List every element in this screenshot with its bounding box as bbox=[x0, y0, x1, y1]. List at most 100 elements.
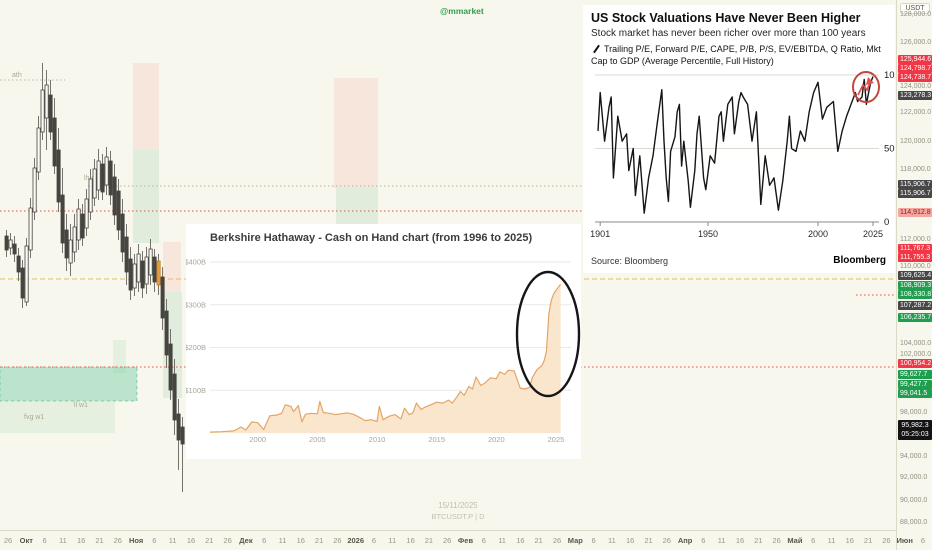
candle bbox=[108, 151, 113, 205]
candle bbox=[100, 154, 105, 200]
candle bbox=[68, 224, 73, 276]
x-axis-tick: 2015 bbox=[428, 435, 445, 444]
x-axis-tick: 2020 bbox=[488, 435, 505, 444]
time-scale-label: 6 bbox=[811, 536, 816, 545]
bloomberg-logo: Bloomberg bbox=[833, 255, 886, 266]
price-level-badge: 111,767.3 bbox=[898, 244, 932, 253]
chart-annotation-label: ll w1 bbox=[74, 402, 88, 409]
candle bbox=[76, 199, 81, 250]
currency-toggle-button[interactable]: USDT bbox=[900, 3, 930, 14]
time-scale-label: 11 bbox=[58, 536, 67, 545]
price-scale-label: 110,000.0 bbox=[900, 263, 931, 270]
candle bbox=[176, 399, 181, 470]
price-level-badge: 124,738.7 bbox=[898, 73, 932, 82]
time-scale-label: 26 bbox=[3, 536, 13, 545]
candle bbox=[132, 254, 137, 296]
time-scale-label: 6 bbox=[262, 536, 267, 545]
candle bbox=[20, 260, 25, 308]
valuation-line bbox=[597, 76, 874, 214]
y-axis-tick: $400B bbox=[186, 258, 206, 267]
price-level-badge: 114,912.8 bbox=[898, 208, 932, 217]
time-scale-label: 6 bbox=[42, 536, 47, 545]
candle bbox=[136, 244, 141, 292]
y-axis-tick: 0 bbox=[884, 217, 889, 228]
demand-zone-strong bbox=[0, 366, 138, 402]
bloomberg-legend-text: Trailing P/E, Forward P/E, CAPE, P/B, P/… bbox=[591, 44, 881, 66]
price-level-badge: 115,906.7 bbox=[898, 189, 932, 198]
time-axis[interactable]: 26 Окт 6 11 16 21 26 Ноя 6 11 16 21 26 Дек 6 11 16 21 26 20… bbox=[0, 530, 925, 550]
candle bbox=[72, 214, 77, 262]
candle bbox=[128, 247, 133, 300]
time-scale-label: 21 bbox=[95, 536, 104, 545]
time-scale-label: Июн bbox=[896, 536, 913, 545]
candle bbox=[8, 233, 13, 255]
time-scale-label: 6 bbox=[371, 536, 377, 545]
price-level-badge: 99,627.7 bbox=[898, 370, 932, 379]
y-axis-tick: $300B bbox=[186, 300, 206, 309]
bloomberg-chart-panel: 100 50 0 1901 1950 2000 2025 US Stock Valuatio… bbox=[583, 5, 895, 273]
time-scale-label: 26 bbox=[882, 536, 891, 545]
watermark-handle: @mmarket bbox=[440, 6, 484, 16]
bloomberg-chart-title: US Stock Valuations Have Never Been High… bbox=[591, 11, 861, 25]
candle bbox=[24, 238, 29, 306]
supply-zone bbox=[133, 63, 159, 150]
candle bbox=[96, 149, 101, 200]
candle bbox=[64, 214, 69, 271]
chart-annotation-label: lh d1 bbox=[84, 175, 99, 182]
candle bbox=[48, 80, 53, 140]
candle bbox=[164, 299, 169, 368]
price-scale-label: 104,000.0 bbox=[900, 340, 932, 347]
price-level-badge: 106,235.7 bbox=[898, 313, 932, 322]
price-scale-label: 112,000.0 bbox=[900, 236, 931, 243]
area-line bbox=[209, 283, 562, 433]
candle bbox=[56, 128, 61, 212]
price-scale-label: 124,000.0 bbox=[900, 83, 932, 90]
time-scale-label: 16 bbox=[626, 536, 635, 545]
candle bbox=[4, 230, 9, 257]
y-axis-tick: $100B bbox=[186, 386, 206, 395]
x-axis-tick: 2025 bbox=[863, 229, 883, 239]
time-scale-label: 21 bbox=[314, 536, 324, 545]
time-scale-label: Апр bbox=[677, 536, 693, 545]
time-scale-label: 11 bbox=[498, 536, 506, 545]
candle bbox=[52, 98, 57, 174]
candle bbox=[148, 239, 153, 285]
candle bbox=[172, 359, 177, 435]
time-scale-label: 16 bbox=[516, 536, 525, 545]
price-level-badge: 124,798.7 bbox=[898, 64, 932, 73]
time-scale-label: 11 bbox=[717, 536, 726, 545]
candle bbox=[180, 417, 185, 492]
price-scale-label: 120,000.0 bbox=[900, 138, 932, 145]
berkshire-chart-plot: $400B $300B $200B $100B 2000 2005 2010 2015 2020… bbox=[186, 258, 581, 444]
time-scale-label: Мар bbox=[567, 536, 583, 545]
time-scale-label: 11 bbox=[168, 536, 177, 545]
time-scale-label: 16 bbox=[186, 536, 196, 545]
candle bbox=[44, 70, 49, 150]
candle bbox=[116, 179, 121, 240]
y-axis-tick: 100 bbox=[884, 70, 895, 81]
time-scale-label: Ноя bbox=[128, 536, 144, 545]
time-scale-label: 26 bbox=[772, 536, 781, 545]
price-scale-label: 90,000.0 bbox=[900, 497, 928, 504]
time-scale-label: 11 bbox=[607, 536, 616, 545]
time-scale-label: 6 bbox=[701, 536, 706, 545]
time-scale-label: 21 bbox=[205, 536, 214, 545]
price-level-badge: 115,906.7 bbox=[898, 180, 932, 189]
price-scale-label: 92,000.0 bbox=[900, 474, 928, 481]
y-axis-tick: $200B bbox=[186, 343, 206, 352]
price-scale-label: 118,000.0 bbox=[900, 166, 931, 173]
price-level-badge: 108,909.3 bbox=[898, 281, 932, 290]
candle bbox=[160, 267, 165, 330]
time-scale-label: 16 bbox=[845, 536, 854, 545]
time-scale-label: 26 bbox=[223, 536, 232, 545]
price-axis[interactable]: USDT 128,000.0 126,000.0 125,944.6 124,798.… bbox=[896, 0, 932, 550]
x-axis-tick: 2005 bbox=[309, 435, 326, 444]
time-scale-label: 16 bbox=[77, 536, 86, 545]
price-level-badge: 125,944.6 bbox=[898, 55, 932, 64]
bloomberg-chart-legend: Trailing P/E, Forward P/E, CAPE, P/B, P/… bbox=[591, 44, 889, 67]
time-scale-label: 21 bbox=[424, 536, 434, 545]
time-scale-label: 6 bbox=[152, 536, 157, 545]
supply-zone bbox=[334, 78, 378, 188]
